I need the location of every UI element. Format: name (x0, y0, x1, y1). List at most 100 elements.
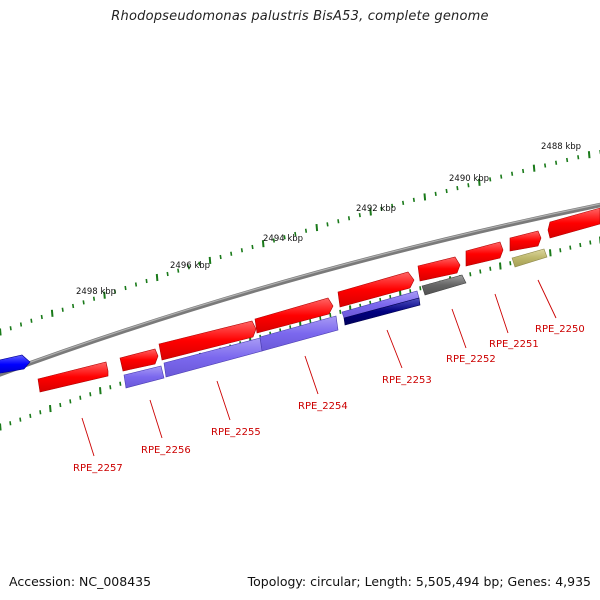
outer-tick-16 (166, 271, 169, 277)
inner-tick-58 (579, 242, 582, 248)
outer-tick-53 (566, 157, 569, 163)
gene-label-rpe2251: RPE_2251 (489, 339, 539, 350)
leader-rpe2256 (149, 399, 163, 439)
outer-tick-21 (219, 254, 222, 260)
outer-tick-51 (544, 163, 547, 168)
gene-arrow-rpe2255 (163, 337, 263, 378)
leader-rpe2250 (537, 279, 557, 319)
outer-tick-45 (478, 178, 481, 186)
leader-rpe2255 (216, 380, 231, 421)
outer-tick-26 (272, 238, 275, 243)
kbp-label-2492: 2492 kbp (356, 204, 396, 214)
gene-label-rpe2252: RPE_2252 (446, 354, 496, 365)
outer-tick-7 (72, 303, 75, 309)
outer-tick-1 (9, 326, 12, 331)
label-leader-lines (81, 279, 557, 457)
gene-arrow-rpe2256-top (158, 320, 257, 361)
inner-tick-3 (29, 413, 32, 419)
gene-label-rpe2253: RPE_2253 (382, 375, 432, 386)
outer-tick-43 (456, 185, 459, 191)
gene-arrow-rpe2254-top (337, 271, 415, 308)
inner-tick-48 (479, 269, 482, 274)
outer-tick-38 (402, 200, 405, 206)
outer-tick-44 (467, 183, 470, 188)
outer-tick-23 (240, 248, 243, 253)
outer-tick-0 (0, 328, 2, 336)
genome-backbone (0, 202, 600, 377)
gene-arrow-rpe2251 (509, 230, 542, 252)
outer-tick-30 (315, 224, 319, 232)
outer-tick-17 (177, 268, 180, 273)
inner-tick-33 (329, 312, 332, 318)
leader-rpe2253 (386, 329, 403, 369)
outer-tick-5 (50, 309, 54, 317)
inner-tick-59 (589, 240, 592, 245)
inner-tick-34 (339, 309, 342, 315)
inner-tick-51 (509, 261, 512, 266)
inner-tick-47 (469, 272, 472, 277)
leader-rpe2252 (451, 308, 467, 349)
inner-tick-2 (19, 417, 22, 422)
inner-tick-55 (549, 249, 552, 257)
outer-tick-33 (347, 216, 351, 221)
outer-tick-37 (391, 203, 394, 209)
gene-label-rpe2250: RPE_2250 (535, 324, 585, 335)
inner-tick-50 (499, 262, 502, 270)
leader-rpe2251 (494, 293, 509, 334)
inner-tick-0 (0, 423, 2, 431)
outer-tick-20 (208, 256, 212, 264)
kbp-label-2490: 2490 kbp (449, 174, 489, 184)
inner-tick-7 (69, 399, 72, 404)
inner-tick-6 (59, 402, 62, 408)
outer-tick-49 (522, 168, 525, 174)
outer-tick-54 (577, 155, 580, 160)
outer-tick-9 (92, 296, 96, 301)
outer-tick-29 (304, 228, 308, 233)
outer-tick-48 (511, 171, 514, 176)
gene-arrows (0, 207, 600, 393)
outer-tick-25 (261, 240, 265, 248)
outer-tick-41 (434, 191, 437, 197)
outer-tick-12 (124, 285, 127, 291)
outer-tick-15 (155, 273, 159, 282)
outer-tick-4 (40, 314, 43, 320)
outer-tick-3 (30, 318, 33, 323)
outer-tick-10 (103, 291, 106, 299)
outer-tick-6 (61, 307, 64, 312)
inner-tick-1 (9, 421, 12, 426)
inner-tick-11 (109, 385, 112, 390)
outer-tick-32 (337, 219, 340, 224)
accession-text: Accession: NC_008435 (9, 574, 152, 589)
outer-tick-31 (326, 222, 329, 227)
outer-tick-13 (134, 282, 138, 287)
gene-arrow-rpe2253-navy (343, 297, 421, 326)
outer-tick-11 (113, 289, 117, 294)
inner-tick-9 (89, 392, 92, 397)
inner-tick-42 (419, 286, 422, 291)
inner-tick-8 (79, 395, 82, 400)
kbp-label-2496: 2496 kbp (170, 261, 210, 271)
gene-arrow-rpe2257 (37, 361, 109, 393)
outer-tick-42 (445, 188, 448, 194)
outer-tick-40 (423, 193, 427, 201)
outer-tick-19 (198, 261, 201, 266)
inner-tick-5 (49, 405, 52, 413)
outer-tick-27 (283, 235, 286, 240)
gene-arrow-rpe2257-top (119, 348, 159, 372)
outer-tick-ring (0, 150, 600, 336)
outer-tick-47 (500, 174, 503, 179)
outer-tick-35 (369, 208, 372, 216)
gene-arrow-rpe2250-outer (547, 207, 600, 239)
outer-tick-46 (489, 177, 492, 182)
outer-tick-52 (555, 160, 558, 165)
inner-tick-31 (309, 318, 312, 324)
gene-arrow-left-offscreen (0, 354, 31, 374)
outer-tick-24 (251, 244, 254, 250)
gene-arrow-rpe2256 (123, 365, 165, 389)
map-title: Rhodopseudomonas palustris BisA53, compl… (111, 9, 489, 24)
outer-tick-39 (412, 197, 415, 203)
outer-tick-22 (230, 251, 233, 256)
leader-rpe2254 (304, 355, 319, 395)
gene-label-rpe2257: RPE_2257 (73, 463, 123, 474)
